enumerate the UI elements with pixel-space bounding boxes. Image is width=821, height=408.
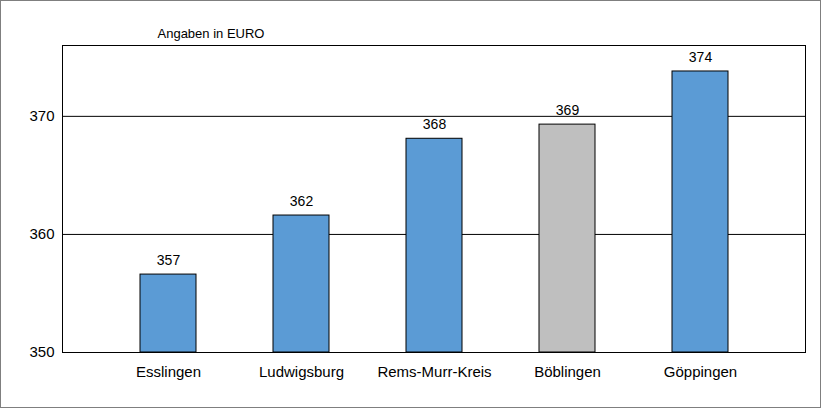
svg-text:Göppingen: Göppingen — [664, 363, 737, 380]
svg-text:Ludwigsburg: Ludwigsburg — [259, 363, 344, 380]
svg-text:Esslingen: Esslingen — [136, 363, 201, 380]
svg-text:374: 374 — [689, 49, 713, 65]
svg-text:357: 357 — [157, 252, 181, 268]
svg-text:Böblingen: Böblingen — [534, 363, 601, 380]
svg-text:350: 350 — [29, 343, 54, 360]
svg-text:Rems-Murr-Kreis: Rems-Murr-Kreis — [377, 363, 491, 380]
svg-text:369: 369 — [556, 102, 580, 118]
svg-text:368: 368 — [423, 116, 447, 132]
svg-text:Angaben in EURO: Angaben in EURO — [158, 26, 265, 41]
svg-text:362: 362 — [290, 193, 314, 209]
svg-text:370: 370 — [29, 107, 54, 124]
svg-text:360: 360 — [29, 225, 54, 242]
